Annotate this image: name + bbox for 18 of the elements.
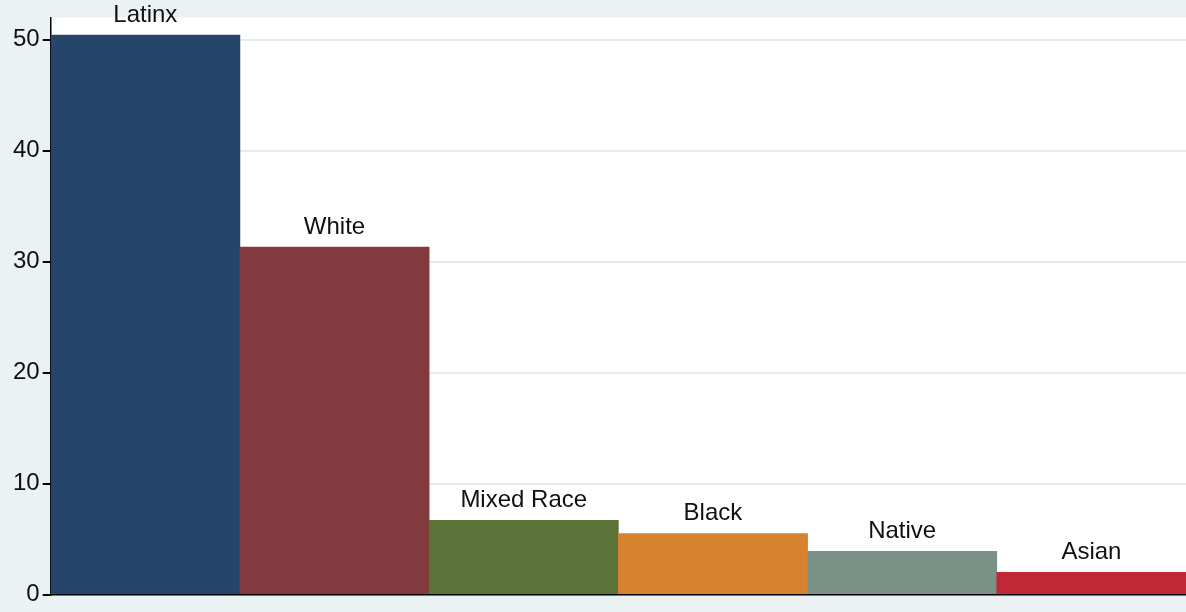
y-tick-label: 0: [26, 579, 40, 607]
y-tick-label: 20: [12, 357, 40, 385]
y-tick-label: 30: [12, 246, 40, 274]
bar: [618, 533, 808, 594]
x-tick-label: White: [303, 211, 366, 239]
bar: [807, 550, 998, 594]
y-tick-label: 10: [12, 468, 40, 496]
x-tick-label: Native: [868, 515, 937, 543]
x-tick-label: Black: [683, 498, 744, 526]
bar: [996, 572, 1186, 594]
bar: [428, 519, 619, 594]
y-tick-label: 50: [12, 24, 40, 52]
y-tick-label: 40: [12, 135, 40, 163]
x-tick-label: Mixed Race: [460, 484, 588, 512]
x-tick-label: Latinx: [113, 0, 178, 27]
bar: [50, 34, 241, 594]
bar: [239, 246, 430, 594]
x-tick-label: Asian: [1061, 537, 1122, 565]
